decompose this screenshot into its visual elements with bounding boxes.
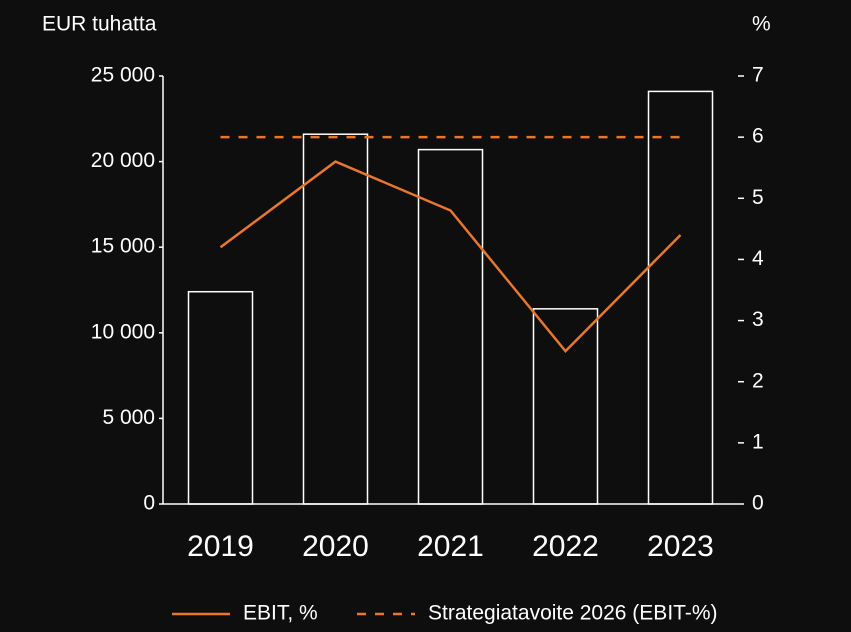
y2-axis-label: % bbox=[752, 13, 771, 36]
y-tick-label: 15 000 bbox=[91, 235, 155, 258]
y2-tick-label: 3 bbox=[752, 308, 764, 331]
y-tick-label: 10 000 bbox=[91, 320, 155, 343]
y2-tick-label: 5 bbox=[752, 186, 764, 209]
y-tick-label: 20 000 bbox=[91, 149, 155, 172]
y-tick-label: 25 000 bbox=[91, 64, 155, 87]
legend-label: EBIT, % bbox=[243, 602, 318, 625]
x-tick-label: 2019 bbox=[187, 530, 254, 563]
x-tick-label: 2020 bbox=[302, 530, 369, 563]
x-tick-label: 2023 bbox=[647, 530, 714, 563]
y2-tick-label: 0 bbox=[752, 492, 764, 515]
bar bbox=[532, 308, 599, 505]
bar bbox=[647, 90, 714, 505]
y2-tick-label: 6 bbox=[752, 125, 764, 148]
y-tick-label: 0 bbox=[143, 492, 155, 515]
bar bbox=[417, 148, 484, 505]
y2-tick-label: 2 bbox=[752, 369, 764, 392]
legend-label: Strategiatavoite 2026 (EBIT-%) bbox=[428, 602, 717, 625]
x-tick-label: 2021 bbox=[417, 530, 484, 563]
x-tick-label: 2022 bbox=[532, 530, 599, 563]
y-axis-label: EUR tuhatta bbox=[42, 13, 157, 36]
y2-tick-label: 4 bbox=[752, 247, 764, 270]
y2-tick-label: 7 bbox=[752, 64, 764, 87]
y-tick-label: 5 000 bbox=[102, 406, 155, 429]
bar bbox=[187, 290, 254, 505]
y2-tick-label: 1 bbox=[752, 430, 764, 453]
ebit-line bbox=[219, 160, 682, 354]
bar bbox=[302, 133, 369, 505]
